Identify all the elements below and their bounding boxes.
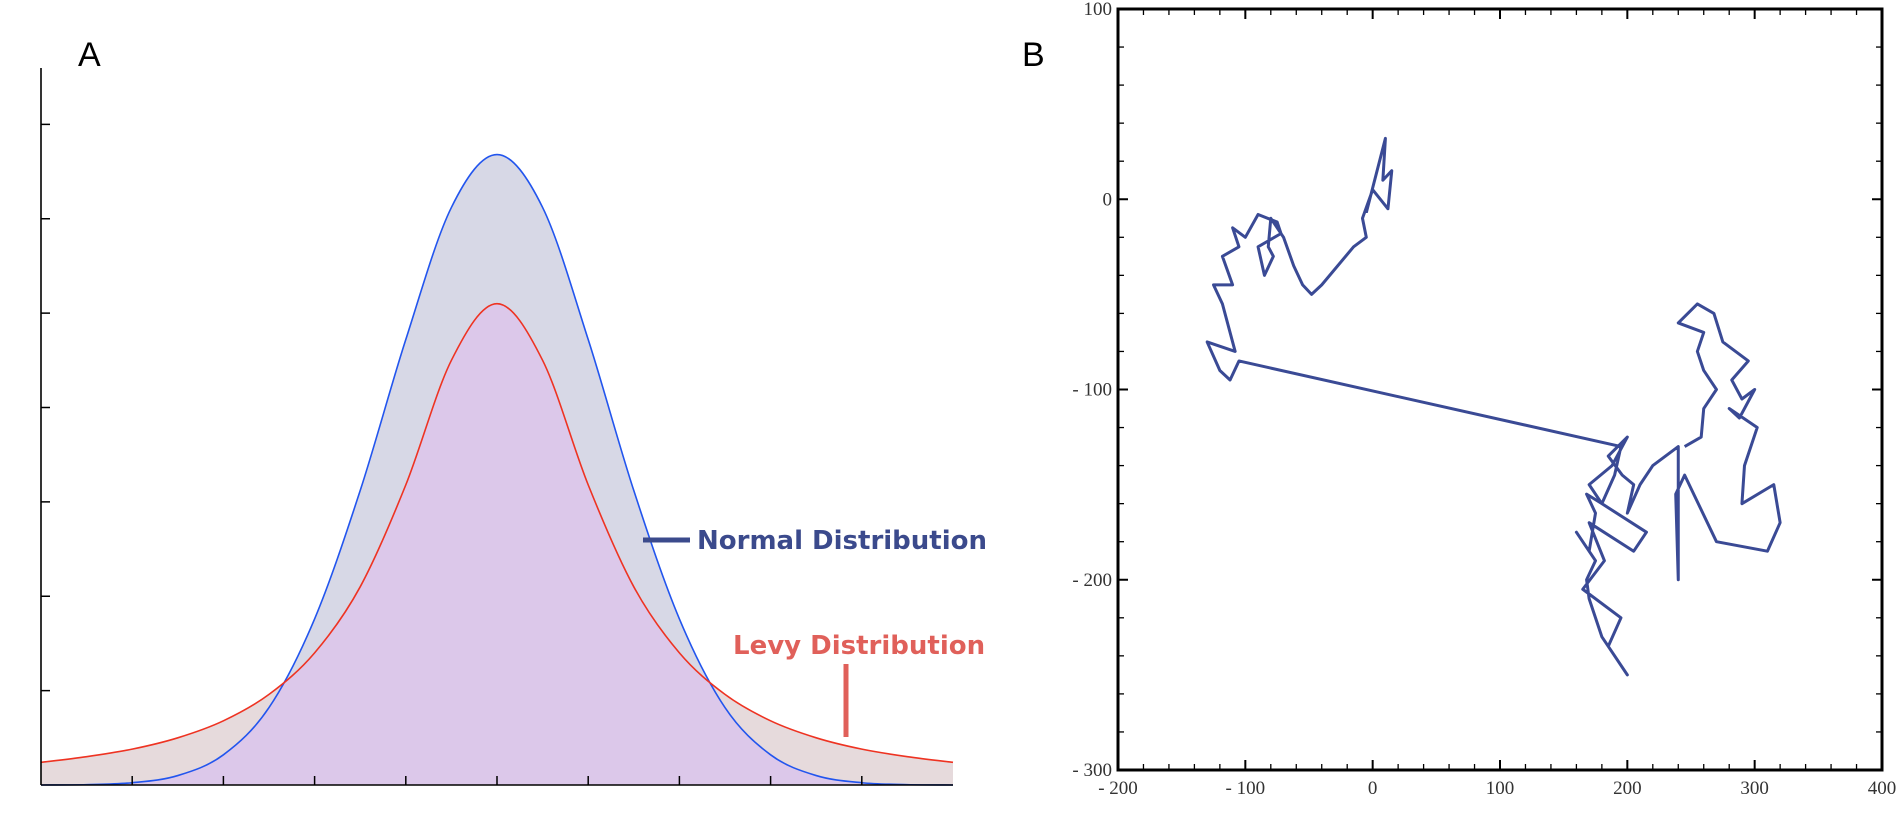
line-normal-distribution xyxy=(40,153,954,786)
x-tick-label: 100 xyxy=(1486,778,1515,799)
x-tick-label: 400 xyxy=(1868,778,1896,799)
y-tick-label: - 300 xyxy=(1072,760,1112,781)
area-overlap xyxy=(41,303,953,785)
x-tick-label: - 100 xyxy=(1226,778,1266,799)
x-tick-label: 300 xyxy=(1740,778,1769,799)
line-levy-distribution xyxy=(40,302,954,764)
y-tick-label: - 200 xyxy=(1072,570,1112,591)
y-tick-label: 0 xyxy=(1103,189,1113,210)
random-walk-path xyxy=(1205,136,1782,677)
legend-label-levy: Levy Distribution xyxy=(733,631,985,661)
legend-label-normal: Normal Distribution xyxy=(697,526,987,556)
x-tick-label: - 200 xyxy=(1098,778,1138,799)
panel-label-b: B xyxy=(1022,36,1045,74)
x-tick-label: 200 xyxy=(1613,778,1642,799)
y-tick-label: - 100 xyxy=(1072,380,1112,401)
distribution-chart: A Normal Distribution Levy Distribution xyxy=(40,36,987,786)
panel-label-a: A xyxy=(78,36,101,74)
x-tick-label: 0 xyxy=(1368,778,1378,799)
random-walk-chart: B - 200- 100 0 100 200 300 400- 300- 200- 100… xyxy=(1022,0,1896,799)
plot-frame xyxy=(1116,7,1884,772)
y-tick-label: 100 xyxy=(1084,0,1113,20)
